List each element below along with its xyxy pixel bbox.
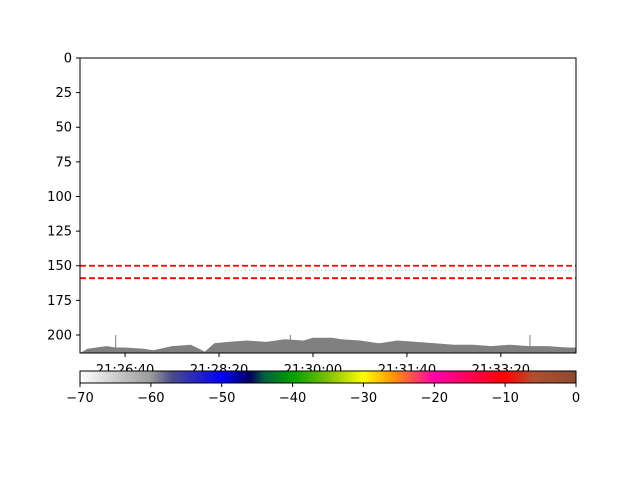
colorbar-tick-label: −40: [279, 391, 306, 406]
colorbar: [79, 370, 577, 384]
y-tick-label: 50: [55, 121, 72, 136]
colorbar-tick-label: −10: [491, 391, 518, 406]
y-tick-label: 125: [47, 225, 72, 240]
y-tick-label: 100: [47, 190, 72, 205]
colorbar-tick-label: −70: [66, 391, 93, 406]
floor-profile: [80, 337, 576, 353]
y-tick-label: 75: [55, 155, 72, 170]
y-tick-label: 25: [55, 86, 72, 101]
colorbar-tick-label: −20: [421, 391, 448, 406]
y-tick-label: 150: [47, 259, 72, 274]
y-tick-label: 175: [47, 294, 72, 309]
plot-background: [80, 58, 576, 353]
colorbar-tick-label: −50: [208, 391, 235, 406]
y-tick-label: 200: [47, 328, 72, 343]
plot-frame: [79, 57, 577, 354]
colorbar-tick-label: −30: [350, 391, 377, 406]
colorbar-tick-label: −60: [137, 391, 164, 406]
colorbar-tick-label: 0: [572, 391, 580, 406]
y-tick-label: 0: [64, 52, 72, 67]
